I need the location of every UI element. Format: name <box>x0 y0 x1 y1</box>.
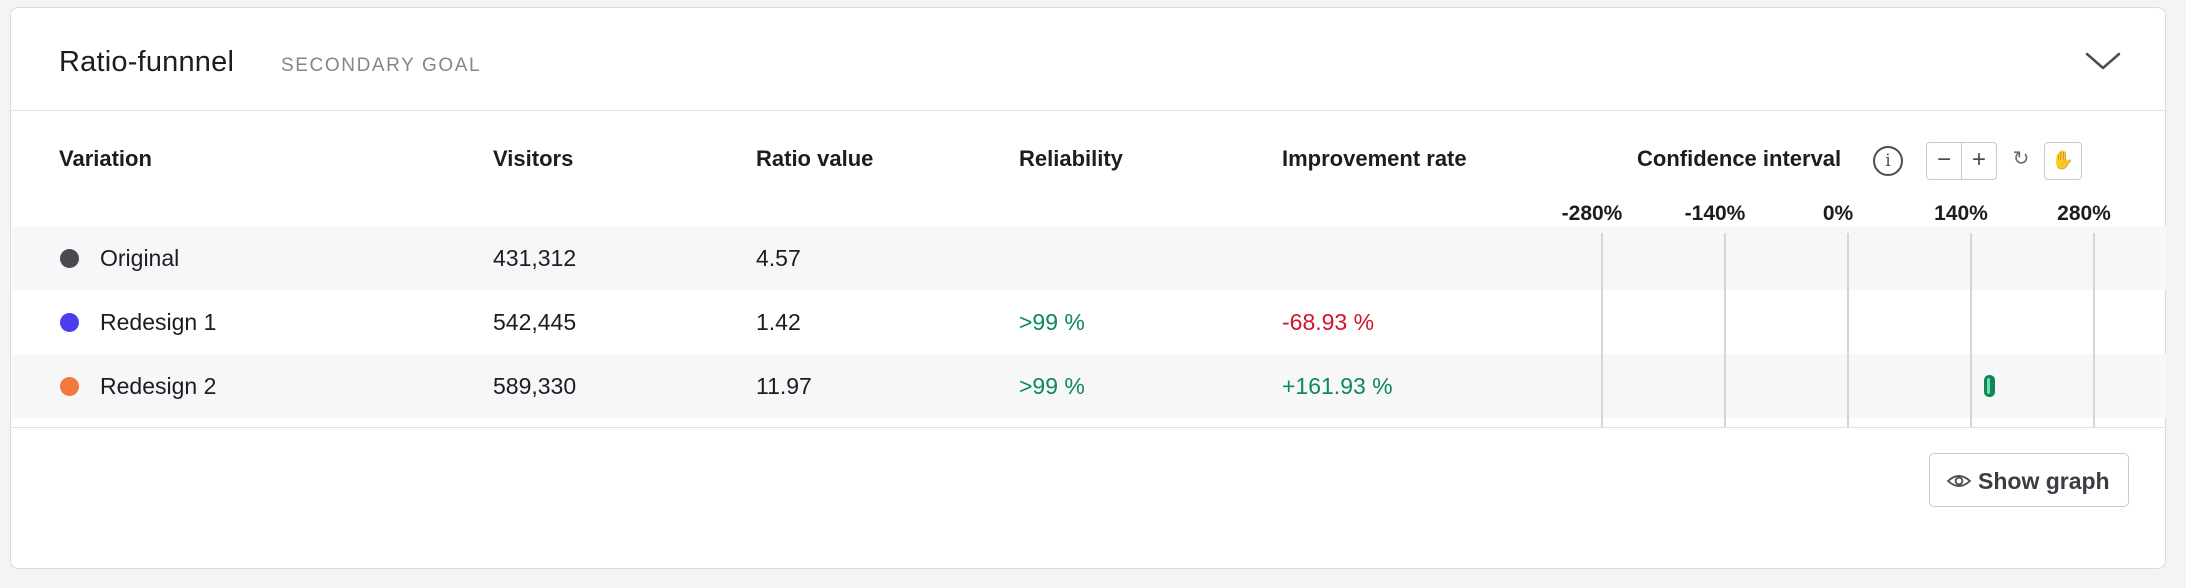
variation-color-dot <box>60 377 79 396</box>
reliability-value: >99 % <box>1019 373 1085 399</box>
goal-header[interactable]: Ratio-funnnel SECONDARY GOAL <box>11 8 2165 111</box>
goal-type-label: SECONDARY GOAL <box>281 55 482 76</box>
ci-grid-line <box>1970 233 1972 427</box>
zoom-out-button[interactable]: − <box>1926 142 1962 180</box>
ci-tick: 280% <box>2057 202 2111 225</box>
collapse-button[interactable] <box>2083 44 2123 80</box>
variation-color-dot <box>60 313 79 332</box>
variation-color-dot <box>60 249 79 268</box>
goal-title: Ratio-funnnel <box>59 46 235 78</box>
table-divider <box>11 427 2165 428</box>
reliability-value: >99 % <box>1019 309 1085 335</box>
table-row: Redesign 1 542,445 1.42 >99 % -68.93 % <box>12 290 2166 354</box>
variation-name: Redesign 2 <box>100 373 217 399</box>
ci-grid-line <box>2093 233 2095 427</box>
ci-tick: 140% <box>1934 202 1988 225</box>
chevron-down-icon <box>2085 52 2121 70</box>
improvement-rate-value: +161.93 % <box>1282 373 1393 399</box>
info-icon[interactable]: i <box>1873 146 1903 176</box>
improvement-rate-value: -68.93 % <box>1282 309 1375 335</box>
table-row: Redesign 2 589,330 11.97 >99 % +161.93 % <box>12 354 2166 418</box>
ratio-value: 4.57 <box>756 245 801 271</box>
pan-button[interactable]: ✋ <box>2044 142 2082 180</box>
variation-name: Redesign 1 <box>100 309 217 335</box>
column-header-ratio-value: Ratio value <box>756 146 874 171</box>
column-header-visitors: Visitors <box>493 146 574 171</box>
column-header-improvement-rate: Improvement rate <box>1282 146 1467 171</box>
show-graph-button[interactable]: Show graph <box>1929 453 2129 507</box>
column-header-reliability: Reliability <box>1019 146 1123 171</box>
column-header-variation: Variation <box>59 146 152 171</box>
ci-tick: -280% <box>1561 202 1623 225</box>
table-row: Original 431,312 4.57 <box>12 226 2166 290</box>
variation-name: Original <box>100 245 180 271</box>
column-header-confidence-interval: Confidence interval <box>1637 146 1842 171</box>
ci-grid-line <box>1847 233 1849 427</box>
goal-card: Ratio-funnnel SECONDARY GOAL Variation V… <box>10 7 2166 569</box>
visitors-value: 589,330 <box>493 373 577 399</box>
visitors-value: 431,312 <box>493 245 577 271</box>
ci-tick: -140% <box>1684 202 1746 225</box>
reset-zoom-button[interactable]: ↻ <box>2012 148 2030 170</box>
ratio-value: 11.97 <box>756 373 812 399</box>
eye-icon <box>1947 475 1971 487</box>
zoom-in-button[interactable]: + <box>1961 142 1997 180</box>
visitors-value: 542,445 <box>493 309 577 335</box>
ratio-value: 1.42 <box>756 309 801 335</box>
show-graph-label: Show graph <box>1978 468 2110 494</box>
ci-bar[interactable] <box>1984 375 1995 397</box>
ci-grid-line <box>1601 233 1603 427</box>
ci-grid-line <box>1724 233 1726 427</box>
ci-tick: 0% <box>1822 202 1854 225</box>
